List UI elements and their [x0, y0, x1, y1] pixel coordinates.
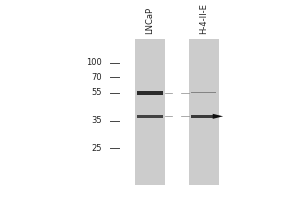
Text: 100: 100	[86, 58, 102, 67]
Text: 35: 35	[92, 116, 102, 125]
Text: LNCaP: LNCaP	[146, 7, 154, 34]
Bar	[137, 115, 163, 118]
Bar	[189, 39, 219, 185]
Bar	[135, 39, 165, 185]
Text: H-4-II-E: H-4-II-E	[199, 3, 208, 34]
Text: 25: 25	[92, 144, 102, 153]
Polygon shape	[213, 114, 223, 119]
Text: 70: 70	[92, 73, 102, 82]
Bar	[137, 91, 163, 95]
Bar	[191, 115, 216, 118]
Text: 55: 55	[92, 88, 102, 97]
Bar	[191, 92, 216, 93]
